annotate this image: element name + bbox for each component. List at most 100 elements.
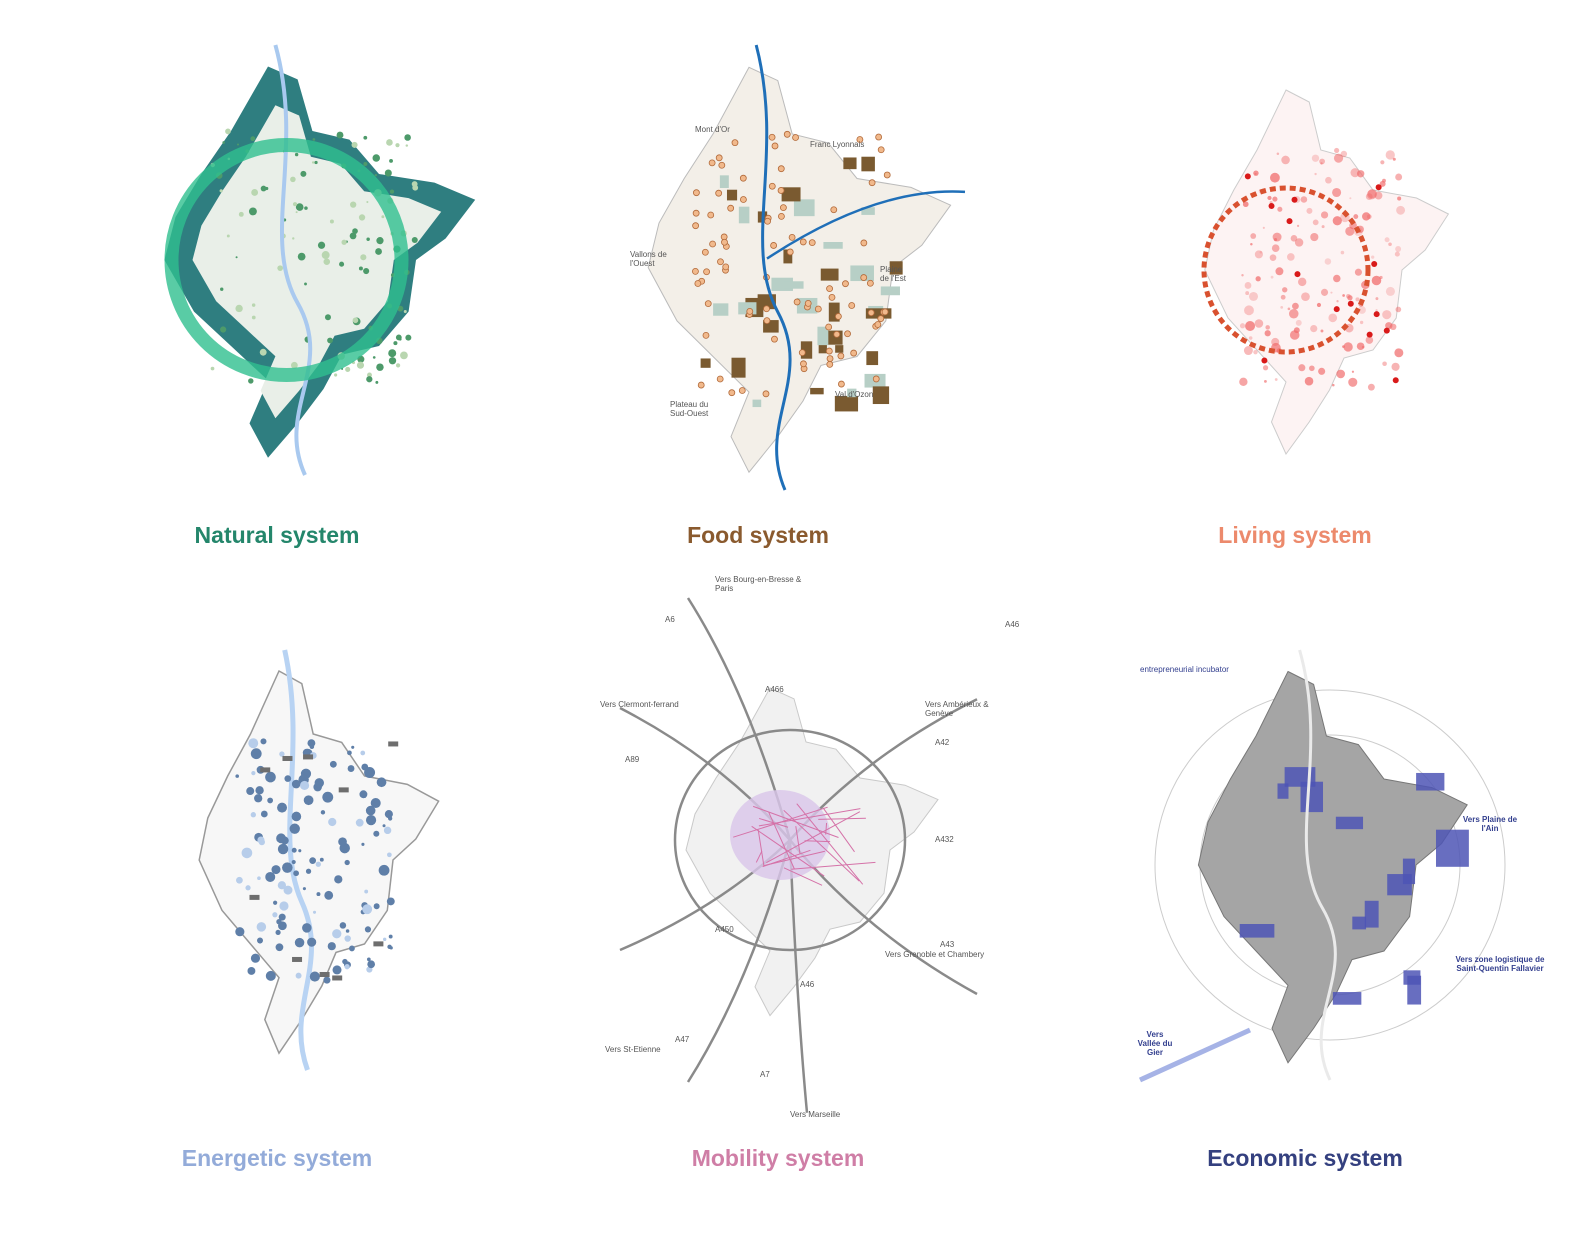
map-label: Franc Lyonnais	[810, 140, 865, 149]
green-patch	[300, 170, 307, 177]
energy-site	[291, 811, 302, 822]
transit	[822, 807, 855, 853]
market-dot	[707, 211, 715, 219]
market-dot	[788, 233, 796, 241]
green-patch	[210, 366, 215, 371]
market-dot	[762, 390, 770, 398]
energy-site	[250, 812, 256, 818]
market-dot	[883, 171, 891, 179]
housing-dot	[1374, 191, 1383, 200]
centre-dot	[1373, 311, 1380, 318]
map-label: Vers Bourg-en-Bresse & Paris	[715, 575, 802, 594]
farm-patch	[731, 357, 746, 378]
market-dot	[877, 146, 885, 154]
energy-site	[332, 929, 342, 939]
energy-site	[345, 929, 350, 933]
housing-dot	[1267, 195, 1272, 201]
energy-site	[265, 871, 276, 882]
market-dot	[739, 174, 747, 182]
energy-site	[273, 900, 278, 905]
green-patch	[321, 251, 330, 259]
market-dot	[830, 206, 838, 214]
energy-site	[277, 802, 288, 813]
river	[273, 44, 313, 476]
motorway	[788, 839, 809, 1113]
green-patch	[314, 160, 318, 165]
green-patch	[388, 357, 397, 365]
farm-patch	[752, 399, 762, 408]
energy-site	[257, 937, 264, 944]
energy-site	[364, 889, 369, 894]
housing-dot	[1379, 275, 1383, 280]
energy-site	[338, 837, 347, 847]
green-patch	[363, 162, 368, 167]
housing-dot	[1259, 250, 1263, 254]
map-label: A450	[715, 925, 734, 934]
market-dot	[777, 165, 785, 173]
farm-patch	[850, 265, 874, 282]
housing-dot	[1395, 246, 1402, 252]
green-patch	[238, 211, 244, 217]
farm-patch	[783, 281, 804, 289]
housing-dot	[1277, 206, 1283, 212]
energy-site	[282, 862, 293, 873]
green-patch	[295, 211, 298, 214]
housing-dot	[1270, 275, 1274, 279]
energy-site	[283, 885, 293, 895]
housing-dot	[1292, 302, 1299, 310]
energy-site	[305, 868, 312, 874]
housing-dot	[1332, 383, 1335, 387]
transit	[733, 806, 828, 838]
market-dot	[692, 267, 699, 275]
market-dot	[799, 238, 807, 246]
housing-dot	[1385, 150, 1395, 160]
housing-dot	[1365, 336, 1374, 344]
green-patch	[225, 128, 231, 135]
green-patch	[339, 261, 345, 267]
energy-site	[246, 787, 255, 796]
housing-dot	[1245, 321, 1256, 332]
market-dot	[746, 307, 754, 315]
housing-dot	[1241, 274, 1244, 277]
housing-dot	[1298, 364, 1306, 372]
green-patch	[351, 141, 358, 148]
housing-dot	[1328, 313, 1338, 323]
housing-dot	[1336, 300, 1339, 303]
housing-dot	[1350, 168, 1360, 178]
housing-dot	[1262, 365, 1269, 371]
housing-dot	[1321, 225, 1325, 229]
market-dot	[692, 209, 700, 217]
housing-dot	[1391, 362, 1400, 371]
housing-dot	[1333, 153, 1344, 163]
farm-patch	[843, 157, 857, 170]
green-patch	[372, 356, 376, 359]
map-label: A46	[800, 980, 815, 989]
green-patch	[411, 237, 418, 244]
energy-site	[291, 779, 301, 789]
farm-patch	[847, 388, 857, 398]
plant	[292, 956, 303, 962]
green-patch	[327, 337, 333, 344]
gier-arrow	[1138, 1027, 1252, 1083]
housing-dot	[1380, 160, 1385, 165]
market-dot	[764, 217, 771, 225]
housing-dot	[1242, 201, 1249, 208]
energy-site	[265, 771, 276, 783]
housing-dot	[1355, 297, 1360, 302]
housing-dot	[1359, 320, 1364, 325]
farm-patch	[861, 207, 875, 215]
housing-dot	[1262, 226, 1265, 229]
housing-dot	[1361, 345, 1365, 349]
farm-patch	[834, 395, 859, 412]
housing-dot	[1249, 291, 1259, 301]
market-dot	[808, 239, 816, 247]
centre-dot	[1366, 331, 1373, 338]
green-patch	[358, 214, 366, 221]
green-patch	[277, 265, 284, 272]
energy-site	[257, 836, 265, 844]
market-dot	[804, 299, 812, 307]
energy-site	[277, 881, 287, 890]
centre-dot	[1261, 357, 1268, 364]
centre-dot	[1291, 196, 1298, 203]
housing-dot	[1379, 180, 1386, 187]
